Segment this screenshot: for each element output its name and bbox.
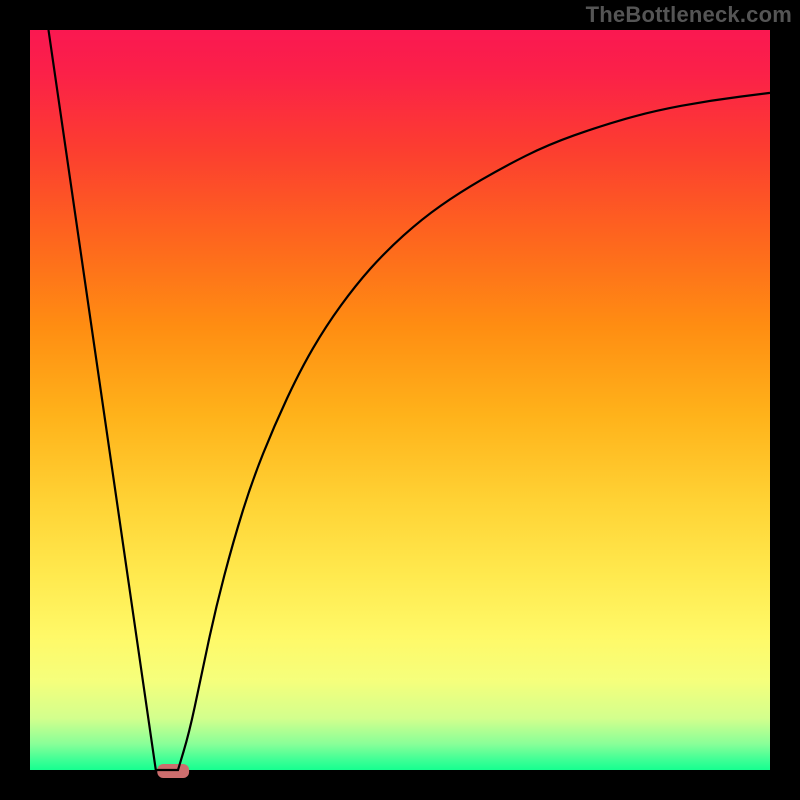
watermark-text: TheBottleneck.com xyxy=(586,2,792,28)
chart-container: TheBottleneck.com xyxy=(0,0,800,800)
plot-background xyxy=(30,30,770,770)
bottleneck-chart xyxy=(0,0,800,800)
